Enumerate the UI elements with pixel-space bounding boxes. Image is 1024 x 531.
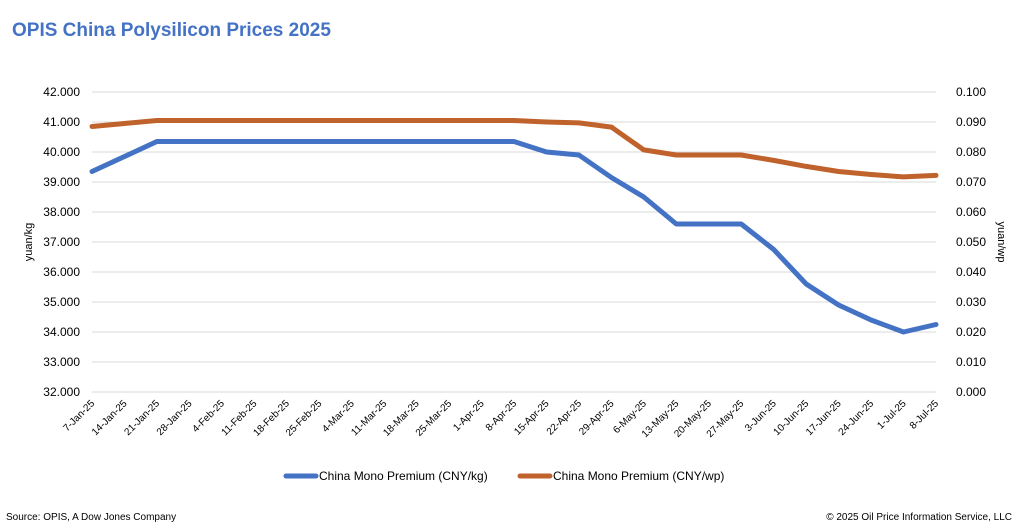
y2-tick-label: 0.050 — [956, 235, 986, 249]
y2-tick-label: 0.020 — [956, 325, 986, 339]
y-tick-label: 42.000 — [43, 85, 80, 99]
legend-label: China Mono Premium (CNY/kg) — [319, 469, 488, 483]
y-tick-label: 32.000 — [43, 385, 80, 399]
y2-tick-label: 0.010 — [956, 355, 986, 369]
legend: China Mono Premium (CNY/kg) China Mono Pr… — [283, 469, 724, 483]
legend-label: China Mono Premium (CNY/wp) — [553, 469, 724, 483]
y2-tick-label: 0.040 — [956, 265, 986, 279]
y2-tick-label: 0.060 — [956, 205, 986, 219]
x-tick-label: 25-Feb-25 — [284, 398, 325, 439]
x-axis-ticks: 7-Jan-2514-Jan-2521-Jan-2528-Jan-254-Feb… — [61, 398, 941, 440]
x-tick-label: 28-Jan-25 — [155, 398, 195, 438]
chart-title: OPIS China Polysilicon Prices 2025 — [12, 20, 331, 41]
y-tick-label: 35.000 — [43, 295, 80, 309]
y2-tick-label: 0.030 — [956, 295, 986, 309]
x-tick-label: 8-Jul-25 — [908, 398, 942, 432]
x-tick-label: 29-Apr-25 — [577, 398, 617, 438]
x-tick-label: 25-Mar-25 — [414, 398, 455, 439]
y2-tick-label: 0.000 — [956, 385, 986, 399]
right-axis-ticks: 0.000 0.010 0.020 0.030 0.040 0.050 0.060 0.070… — [956, 85, 986, 399]
y-tick-label: 39.000 — [43, 175, 80, 189]
y-tick-label: 37.000 — [43, 235, 80, 249]
source-note: Source: OPIS, A Dow Jones Company — [6, 512, 177, 523]
y-tick-label: 33.000 — [43, 355, 80, 369]
y2-tick-label: 0.070 — [956, 175, 986, 189]
y-tick-label: 41.000 — [43, 115, 80, 129]
y2-tick-label: 0.090 — [956, 115, 986, 129]
y2-tick-label: 0.100 — [956, 85, 986, 99]
series-lines — [89, 118, 939, 335]
series-line-cny-wp — [89, 118, 939, 180]
x-tick-label: 1-Jul-25 — [875, 398, 909, 432]
gridlines — [92, 91, 936, 393]
series-line-cny-kg — [89, 139, 939, 335]
y-tick-label: 34.000 — [43, 325, 80, 339]
y2-tick-label: 0.080 — [956, 145, 986, 159]
left-axis-title: yuan/kg — [23, 223, 35, 262]
y-tick-label: 40.000 — [43, 145, 80, 159]
x-tick-label: 1-Apr-25 — [451, 398, 487, 434]
y-tick-label: 38.000 — [43, 205, 80, 219]
copyright-note: © 2025 Oil Price Information Service, LL… — [826, 512, 1012, 523]
right-axis-title: yuan/wp — [995, 222, 1007, 263]
x-tick-label: 24-Jun-25 — [837, 398, 877, 438]
y-tick-label: 36.000 — [43, 265, 80, 279]
left-axis-ticks: 32.000 33.000 34.000 35.000 36.000 37.000 38.0… — [43, 85, 80, 399]
